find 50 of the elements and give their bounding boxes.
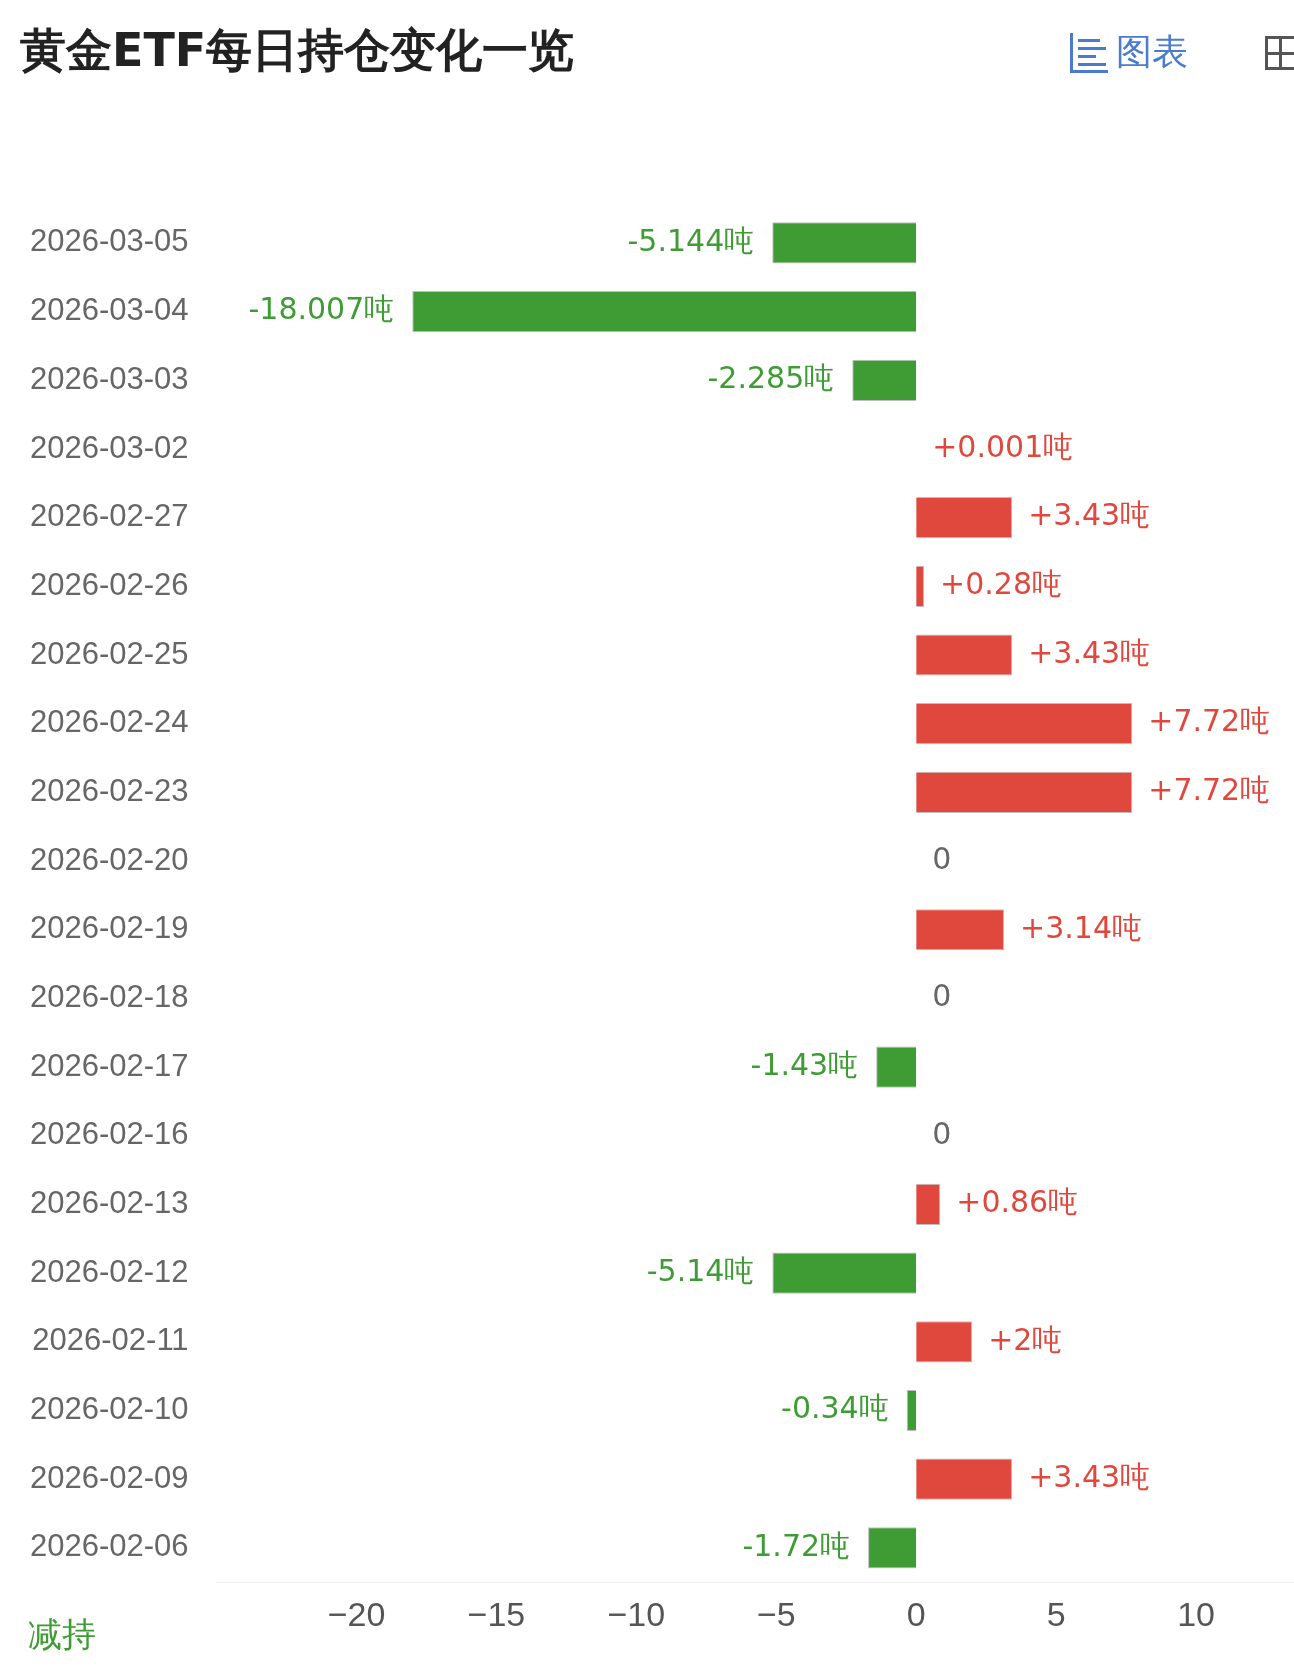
y-tick-label: 2026-02-16 — [29, 1116, 189, 1152]
y-tick-label: 2026-02-09 — [29, 1459, 189, 1495]
x-tick-label: −10 — [607, 1594, 666, 1633]
y-tick-label: 2026-02-24 — [29, 704, 189, 740]
y-tick-label: 2026-02-25 — [29, 635, 189, 671]
data-label: -0.34吨 — [781, 1390, 889, 1426]
y-tick-label: 2026-02-20 — [29, 841, 189, 877]
chart-title: 黄金ETF每日持仓变化一览 — [20, 22, 575, 79]
data-label: -1.43吨 — [750, 1046, 859, 1082]
data-label: +3.43吨 — [1028, 634, 1151, 670]
y-tick-label: 2026-03-04 — [29, 292, 189, 328]
data-label: +2吨 — [988, 1321, 1063, 1357]
x-tick-label: 0 — [906, 1594, 926, 1633]
data-label: -18.007吨 — [248, 291, 395, 327]
x-tick-label: −20 — [327, 1594, 386, 1633]
text: 减持 — [28, 1613, 96, 1656]
y-tick-label: 2026-03-02 — [29, 429, 189, 465]
y-tick-label: 2026-02-13 — [29, 1185, 189, 1221]
x-tick-label: 10 — [1177, 1594, 1215, 1633]
data-label: +0.86吨 — [956, 1184, 1079, 1220]
y-tick-label: 2026-02-19 — [29, 910, 189, 946]
y-tick-label: 2026-02-11 — [32, 1322, 189, 1358]
y-tick-label: 2026-02-18 — [29, 978, 189, 1014]
y-tick-label: 2026-02-10 — [29, 1391, 189, 1427]
data-label: +3.43吨 — [1028, 1458, 1151, 1494]
x-tick-label: 5 — [1046, 1594, 1066, 1633]
data-label: -5.144吨 — [627, 222, 755, 258]
y-tick-label: 2026-02-12 — [29, 1253, 189, 1289]
data-label: +3.14吨 — [1020, 909, 1143, 945]
data-label: +0.28吨 — [940, 566, 1062, 602]
y-tick-label: 2026-02-17 — [29, 1047, 189, 1083]
y-tick-label: 2026-02-27 — [29, 498, 189, 534]
y-tick-label: 2026-03-03 — [29, 360, 189, 396]
x-tick-label: −15 — [467, 1594, 526, 1633]
data-label: 0 — [932, 840, 952, 876]
data-label: 0 — [932, 1115, 952, 1151]
data-label: -1.72吨 — [742, 1527, 851, 1563]
data-label: +7.72吨 — [1148, 703, 1271, 739]
data-label: +0.001吨 — [932, 428, 1074, 464]
data-label: -5.14吨 — [646, 1252, 755, 1288]
text: 图表 — [1116, 30, 1188, 74]
y-tick-label: 2026-02-06 — [29, 1528, 189, 1564]
y-tick-label: 2026-03-05 — [29, 223, 189, 259]
data-label: +7.72吨 — [1148, 772, 1271, 808]
data-label: -2.285吨 — [707, 360, 835, 396]
y-tick-label: 2026-02-26 — [29, 566, 189, 602]
x-tick-label: −5 — [756, 1594, 796, 1633]
data-label: 0 — [932, 978, 952, 1014]
data-label: +3.43吨 — [1028, 497, 1151, 533]
y-tick-label: 2026-02-23 — [29, 772, 189, 808]
